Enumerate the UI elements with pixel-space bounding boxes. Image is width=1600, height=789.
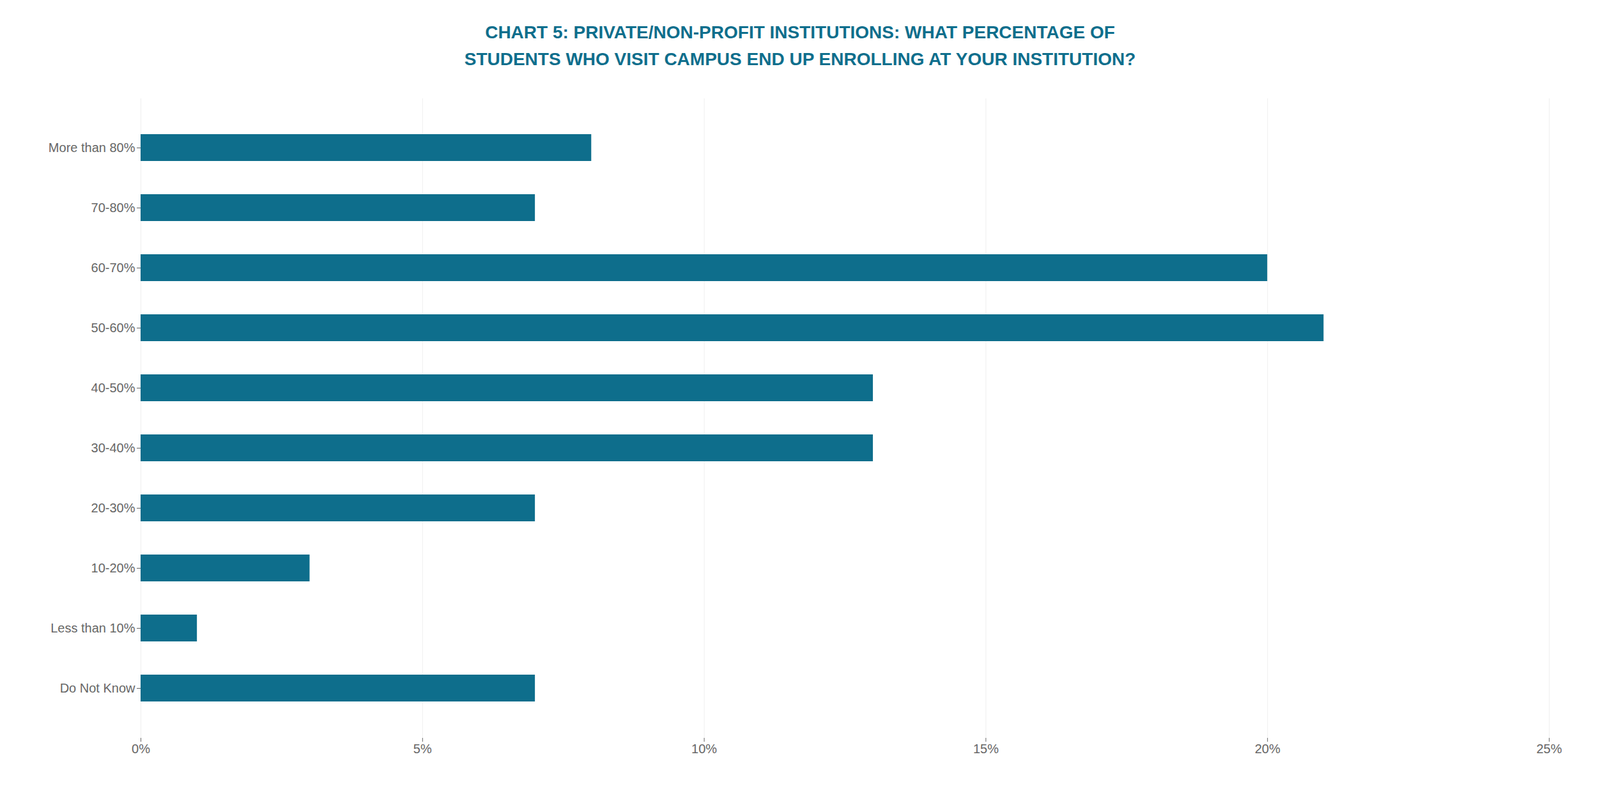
svg-text:Less than 10%: Less than 10% (50, 621, 136, 636)
svg-text:70-80%: 70-80% (91, 200, 136, 215)
svg-text:More than 80%: More than 80% (48, 140, 136, 155)
svg-text:Do Not Know: Do Not Know (60, 681, 136, 696)
svg-text:10%: 10% (691, 741, 717, 756)
svg-text:25%: 25% (1536, 741, 1562, 756)
svg-text:30-40%: 30-40% (91, 440, 136, 455)
svg-text:0%: 0% (131, 741, 151, 756)
svg-text:15%: 15% (973, 741, 999, 756)
html-text:CHART 5: PRIVATE/NON-PROFIT IN: CHART 5: PRIVATE/NON-PROFIT INSTITUTIONS… (464, 22, 1136, 70)
svg-text:60-70%: 60-70% (91, 260, 136, 275)
svg-text:5%: 5% (413, 741, 432, 756)
svg-text:20-30%: 20-30% (91, 500, 136, 516)
svg-text:40-50%: 40-50% (91, 380, 136, 395)
svg-text:10-20%: 10-20% (91, 561, 136, 576)
svg-text:20%: 20% (1254, 741, 1281, 756)
svg-text:50-60%: 50-60% (91, 320, 136, 335)
